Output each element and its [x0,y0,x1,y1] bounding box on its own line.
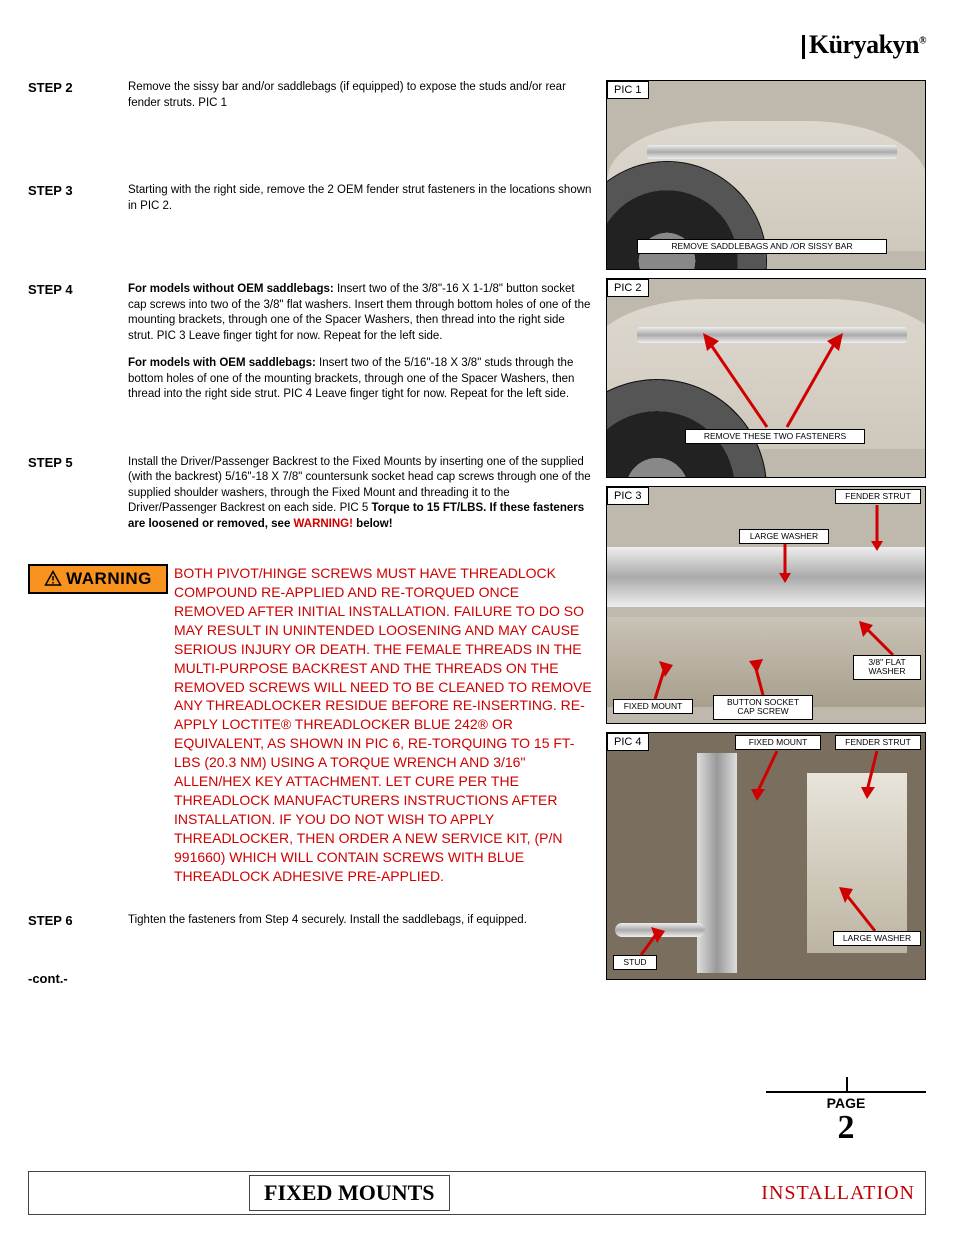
pic-4: PIC 4 FIXED MOUNT FENDER STRUT LARGE WAS… [606,732,926,980]
step-label: STEP 5 [28,455,128,545]
step-label: STEP 2 [28,80,128,123]
pic-label: PIC 1 [607,81,649,99]
warning-text: BOTH PIVOT/HINGE SCREWS MUST HAVE THREAD… [168,564,592,885]
arrows [607,487,925,723]
continued-marker: -cont.- [28,971,592,986]
pictures-column: PIC 1 REMOVE SADDLEBAGS AND /OR SISSY BA… [606,80,926,988]
warning-block: WARNING BOTH PIVOT/HINGE SCREWS MUST HAV… [28,564,592,885]
pic-1: PIC 1 REMOVE SADDLEBAGS AND /OR SISSY BA… [606,80,926,270]
step-label: STEP 6 [28,913,128,941]
step-5: STEP 5 Install the Driver/Passenger Back… [28,455,592,545]
brand-logo: Küryakyn® [802,30,926,60]
callout: LARGE WASHER [739,529,829,544]
step-4: STEP 4 For models without OEM saddlebags… [28,282,592,415]
pic-label: PIC 3 [607,487,649,505]
page-number: 2 [766,1111,926,1145]
callout: FENDER STRUT [835,735,921,750]
step-body: For models without OEM saddlebags: Inser… [128,282,592,415]
step-label: STEP 3 [28,183,128,226]
step-body: Starting with the right side, remove the… [128,183,592,226]
step-2: STEP 2 Remove the sissy bar and/or saddl… [28,80,592,123]
pic-label: PIC 2 [607,279,649,297]
page-number-box: PAGE 2 [766,1091,926,1145]
callout: FIXED MOUNT [735,735,821,750]
footer-bar: FIXED MOUNTS INSTALLATION [28,1171,926,1215]
step-6: STEP 6 Tighten the fasteners from Step 4… [28,913,592,941]
arrows [607,279,925,477]
warning-triangle-icon [44,570,62,588]
callout: FENDER STRUT [835,489,921,504]
callout: 3/8" FLAT WASHER [853,655,921,680]
main-columns: STEP 2 Remove the sissy bar and/or saddl… [28,80,926,988]
step-3: STEP 3 Starting with the right side, rem… [28,183,592,226]
step-body: Remove the sissy bar and/or saddlebags (… [128,80,592,123]
pic-2: PIC 2 REMOVE THESE TWO FASTENERS [606,278,926,478]
callout: REMOVE SADDLEBAGS AND /OR SISSY BAR [637,239,887,254]
warning-label: WARNING [66,569,152,589]
step-body: Install the Driver/Passenger Backrest to… [128,455,592,545]
callout: FIXED MOUNT [613,699,693,714]
step-label: STEP 4 [28,282,128,415]
footer-title: FIXED MOUNTS [249,1175,450,1211]
callout: STUD [613,955,657,970]
callout: LARGE WASHER [833,931,921,946]
pic-label: PIC 4 [607,733,649,751]
steps-column: STEP 2 Remove the sissy bar and/or saddl… [28,80,592,988]
pic-3: PIC 3 FENDER STRUT LARGE WASHER 3/8" FLA… [606,486,926,724]
callout: REMOVE THESE TWO FASTENERS [685,429,865,444]
footer-section: INSTALLATION [761,1182,915,1205]
warning-badge: WARNING [28,564,168,594]
callout: BUTTON SOCKET CAP SCREW [713,695,813,720]
step-body: Tighten the fasteners from Step 4 secure… [128,913,592,941]
